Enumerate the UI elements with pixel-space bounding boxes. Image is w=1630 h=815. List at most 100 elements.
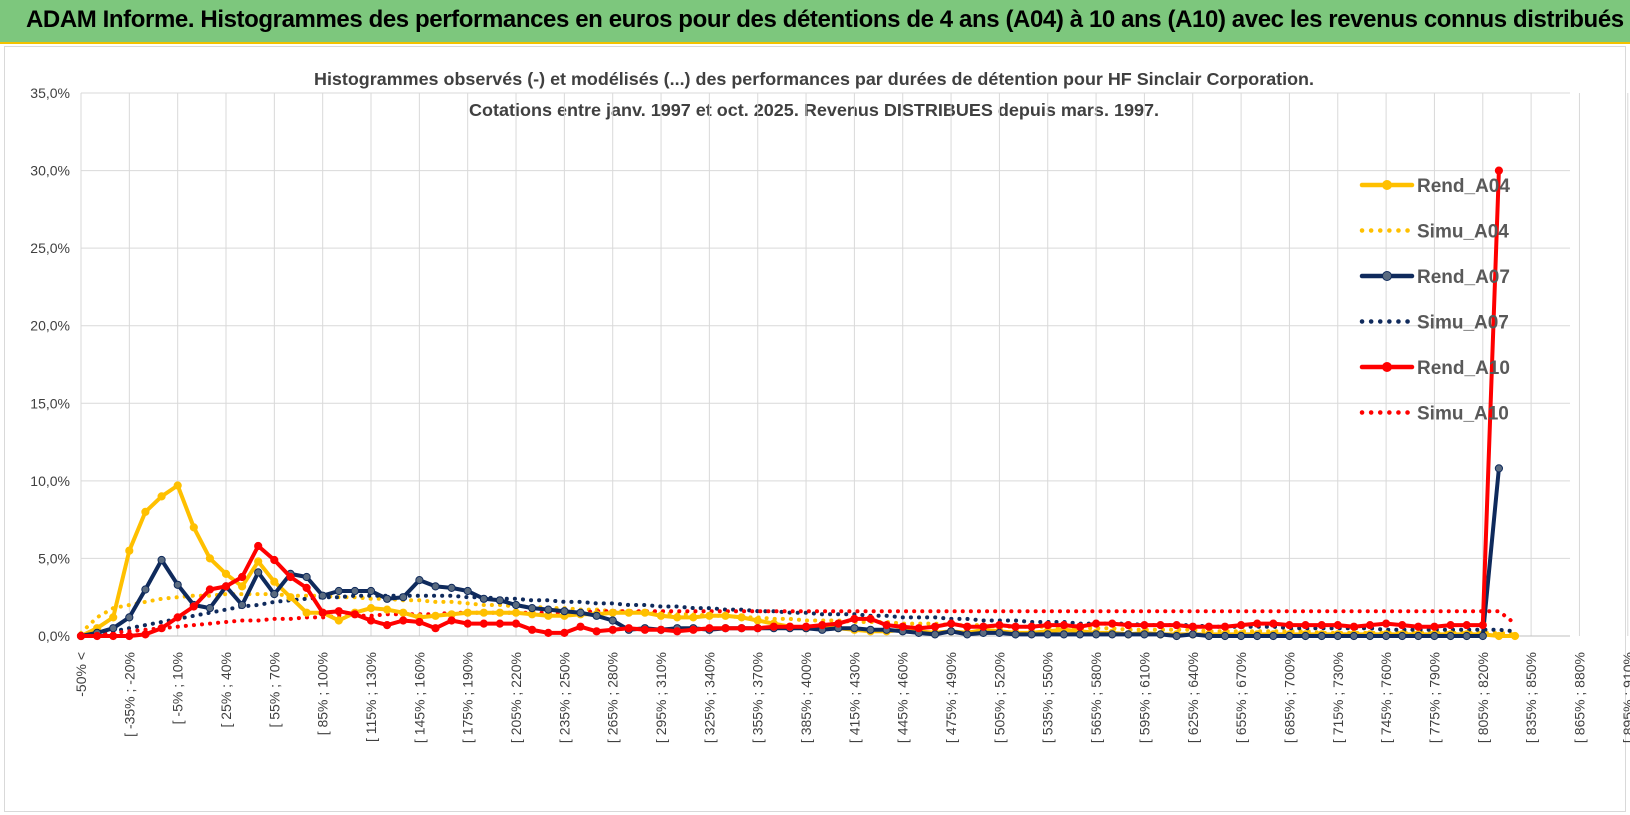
data-point (1027, 630, 1036, 639)
data-point (125, 546, 134, 555)
data-point (431, 611, 440, 620)
data-point (624, 608, 633, 617)
legend-item-simu-a07: Simu_A07 (1359, 313, 1509, 334)
data-point (286, 593, 295, 602)
data-point (850, 624, 859, 633)
data-point (1075, 622, 1085, 631)
y-tick-label: 25,0% (30, 240, 70, 256)
data-point (640, 625, 650, 634)
data-point (624, 624, 633, 633)
data-point (318, 591, 327, 600)
data-point (1446, 621, 1455, 630)
x-tick-label: [ 745% ; 760% (1378, 652, 1394, 743)
legend-marker (1382, 180, 1392, 190)
data-point (1301, 621, 1310, 630)
data-point (1430, 631, 1439, 641)
data-point (1059, 630, 1069, 639)
data-point (1237, 621, 1246, 630)
data-point (1478, 621, 1487, 630)
y-tick-label: 10,0% (30, 473, 70, 489)
data-point (592, 627, 601, 636)
data-point (1446, 631, 1455, 641)
data-point (656, 611, 666, 620)
x-tick-label: [ 805% ; 820% (1475, 652, 1491, 743)
data-point (930, 622, 940, 631)
data-point (511, 600, 521, 610)
data-point (640, 608, 650, 617)
data-point (544, 628, 553, 638)
data-point (1365, 631, 1375, 641)
data-point (350, 610, 359, 619)
data-point (173, 481, 182, 490)
data-point (383, 621, 392, 630)
data-point (238, 600, 247, 610)
data-point (1333, 621, 1342, 630)
data-point (576, 608, 585, 617)
legend-label: Simu_A07 (1417, 313, 1509, 334)
x-tick-label: [ 355% ; 370% (750, 652, 766, 743)
data-point (737, 624, 746, 633)
x-tick-label: [ 385% ; 400% (798, 652, 814, 743)
data-point (205, 554, 214, 563)
data-point (979, 622, 988, 631)
data-point (1092, 630, 1101, 639)
x-tick-label: [ 565% ; 580% (1088, 652, 1104, 743)
data-point (947, 627, 956, 636)
data-point (1430, 622, 1439, 631)
legend-item-simu-a10: Simu_A10 (1359, 404, 1509, 425)
data-point (173, 580, 182, 589)
data-point (334, 586, 343, 596)
series-layer (76, 166, 1520, 641)
data-point (1349, 631, 1359, 641)
data-point (898, 622, 907, 631)
x-tick-label: [ 595% ; 610% (1136, 652, 1152, 743)
legend-item-simu-a04: Simu_A04 (1359, 222, 1509, 243)
data-point (1140, 621, 1149, 630)
data-point (383, 605, 392, 614)
data-point (109, 613, 118, 622)
legend-item-rend-a04: Rend_A04 (1359, 176, 1510, 197)
data-point (495, 619, 504, 628)
x-tick-label: [ 505% ; 520% (991, 652, 1007, 743)
data-point (399, 593, 408, 602)
data-point (963, 622, 972, 631)
data-point (141, 630, 150, 639)
legend-label: Simu_A10 (1417, 404, 1509, 425)
data-point (608, 625, 617, 634)
x-tick-label: [ 445% ; 460% (895, 652, 911, 743)
data-point (157, 555, 166, 565)
data-point (511, 608, 521, 617)
data-point (995, 628, 1004, 638)
data-point (1156, 630, 1165, 639)
data-point (753, 616, 762, 625)
data-point (673, 627, 682, 636)
data-point (125, 613, 134, 622)
data-point (1140, 630, 1149, 639)
data-point (721, 624, 730, 633)
data-point (1237, 631, 1246, 641)
x-tick-label: [ 685% ; 700% (1281, 652, 1297, 743)
data-point (1108, 630, 1117, 639)
x-tick-label: [ 835% ; 850% (1523, 652, 1539, 743)
data-point (1172, 621, 1181, 630)
data-point (1382, 631, 1391, 641)
data-point (1414, 622, 1423, 631)
x-tick-label: [ 85% ; 100% (315, 652, 331, 735)
x-tick-label: [ 715% ; 730% (1330, 652, 1346, 743)
data-point (350, 586, 359, 596)
data-point (737, 613, 746, 622)
legend-item-rend-a10: Rend_A10 (1359, 358, 1510, 379)
data-point (1011, 630, 1020, 639)
data-point (366, 616, 376, 625)
data-point (334, 616, 343, 625)
legend-marker (1382, 362, 1392, 372)
data-point (76, 631, 86, 641)
data-point (1285, 631, 1294, 641)
x-tick-label: [ 175% ; 190% (460, 652, 476, 743)
data-point (205, 585, 214, 594)
data-point (673, 613, 682, 622)
data-point (1172, 631, 1181, 641)
x-tick-label: [ 655% ; 670% (1233, 652, 1249, 743)
data-point (511, 619, 521, 628)
data-point (270, 590, 279, 599)
